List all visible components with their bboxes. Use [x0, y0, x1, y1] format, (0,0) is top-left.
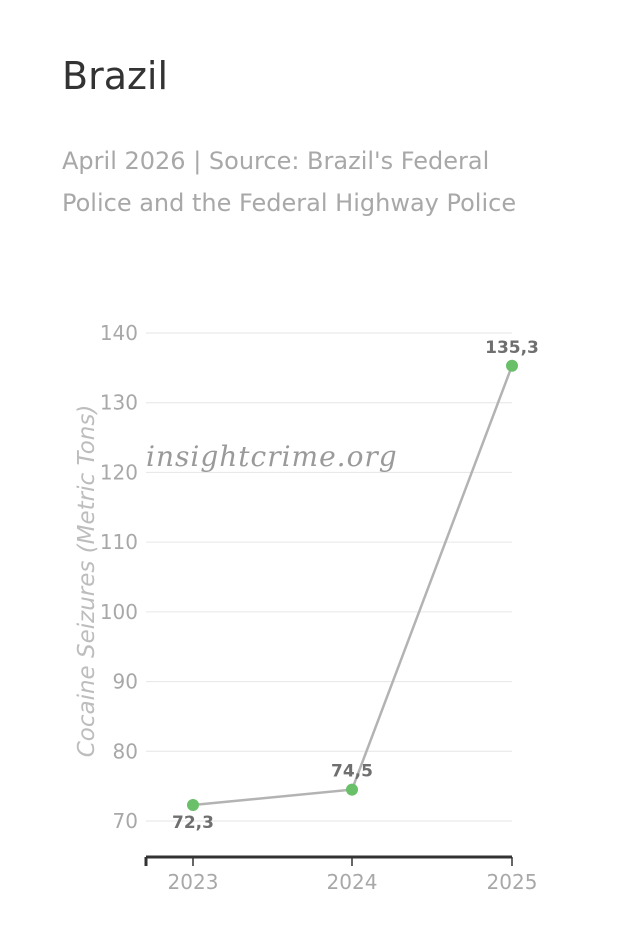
gridlines	[146, 332, 512, 822]
y-tick-label: 80	[113, 739, 138, 763]
data-label: 72,3	[172, 813, 214, 833]
series-layer: 72,3 74,5 135,3	[172, 338, 539, 833]
watermark: insightcrime.org	[146, 440, 398, 473]
y-tick-label: 70	[113, 809, 138, 833]
data-point	[506, 359, 518, 372]
y-tick-label: 140	[100, 321, 138, 345]
series-line	[192, 365, 514, 807]
x-axis: 2023 2024 2025	[144, 855, 538, 894]
y-tick-label: 110	[100, 530, 138, 554]
x-tick-label: 2025	[487, 870, 538, 894]
x-tick-label: 2024	[327, 870, 378, 894]
y-tick-label: 90	[113, 670, 138, 694]
y-tick-label: 100	[100, 600, 138, 624]
y-tick-label: 130	[100, 391, 138, 415]
chart-subtitle: April 2026 | Source: Brazil's Federal Po…	[62, 147, 517, 217]
y-tick-label: 120	[100, 460, 138, 484]
data-label: 135,3	[485, 338, 539, 358]
data-point	[187, 798, 199, 811]
y-tick-labels: 70 80 90 100 110 120 130 140	[100, 321, 138, 833]
chart-title: Brazil	[62, 54, 169, 98]
x-tick-label: 2023	[168, 870, 219, 894]
data-point	[346, 783, 358, 796]
y-axis-label: Cocaine Seizures (Metric Tons)	[74, 405, 100, 758]
data-label: 74,5	[331, 762, 373, 782]
